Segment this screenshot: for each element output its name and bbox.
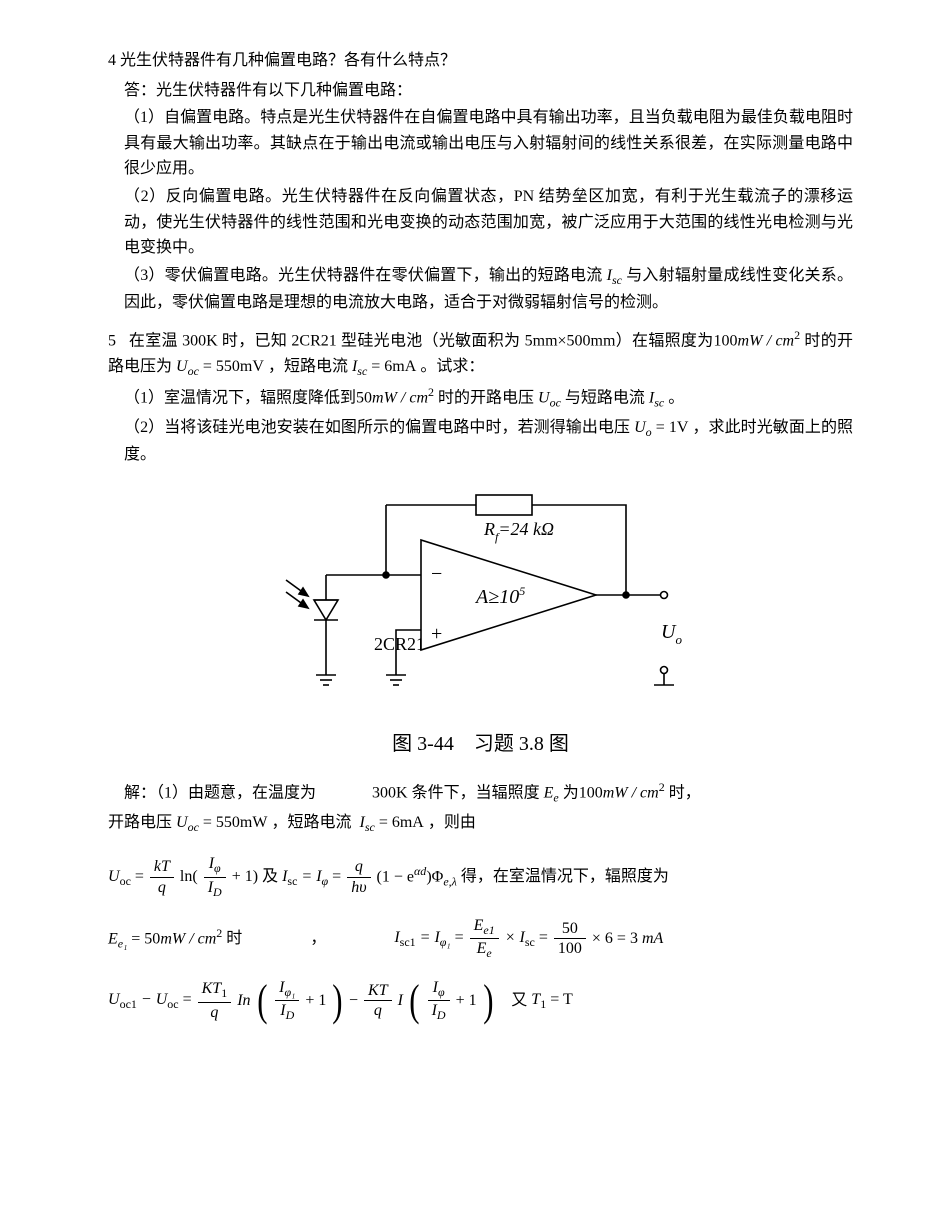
svg-text:2CR21: 2CR21 [374,634,425,654]
sol-eqA: Uoc = kTq ln( IφID + 1) 及 Isc = Iφ = qhυ… [108,855,853,899]
q5-sub1: （1）室温情况下，辐照度降低到50mW / cm2 时的开路电压 Uoc 与短路… [124,383,853,413]
sol-line2: 开路电压 Uoc = 550mW ，短路电流 Isc = 6mA ，则由 [108,810,853,837]
svg-text:Rf=24 kΩ: Rf=24 kΩ [483,519,554,544]
q4-p3: （3）零伏偏置电路。光生伏特器件在零伏偏置下，输出的短路电流 Isc 与入射辐射… [124,263,853,316]
svg-text:Uo: Uo [661,621,682,647]
q4-heading: 4 光生伏特器件有几种偏置电路？各有什么特点？ [108,48,853,74]
question-4: 4 光生伏特器件有几种偏置电路？各有什么特点？ 答：光生伏特器件有以下几种偏置电… [108,48,853,316]
q5-line1: 5 在室温 300K 时，已知 2CR21 型硅光电池（光敏面积为 5mm×50… [108,326,853,381]
question-5: 5 在室温 300K 时，已知 2CR21 型硅光电池（光敏面积为 5mm×50… [108,326,853,468]
figure-caption: 图 3-44 习题 3.8 图 [108,728,853,760]
circuit-svg: Rf=24 kΩ − + A≥105 Uo 2CR21 [266,480,696,710]
q4-p1: （1）自偏置电路。特点是光生伏特器件在自偏置电路中具有输出功率，且当负载电阻为最… [124,105,853,182]
svg-text:A≥105: A≥105 [474,584,525,608]
sol-eqD: Uoc1 − Uoc = KT1q In ( Iφ₁ID + 1 ) − KTq… [108,979,853,1023]
circuit-figure: Rf=24 kΩ − + A≥105 Uo 2CR21 [108,480,853,719]
q4-p2: （2）反向偏置电路。光生伏特器件在反向偏置状态，PN 结势垒区加宽，有利于光生载… [124,184,853,261]
sol-eqC: Ee₁ = 50mW / cm2时 ， Isc1 = Iφ₁ = Ee1Ee ×… [108,917,853,961]
svg-text:−: − [431,563,442,585]
q4-answer-label: 答：光生伏特器件有以下几种偏置电路： [124,78,853,104]
q4-title: 光生伏特器件有几种偏置电路？各有什么特点？ [120,52,456,69]
solution: 解：（1）由题意，在温度为 300K 条件下，当辐照度 Ee 为100mW / … [108,778,853,1023]
q5-sub2: （2）当将该硅光电池安装在如图所示的偏置电路中时，若测得输出电压 Uo = 1V… [124,415,853,468]
q4-number: 4 [108,52,116,69]
svg-text:+: + [431,623,442,645]
sol-line1: 解：（1）由题意，在温度为 300K 条件下，当辐照度 Ee 为100mW / … [124,778,853,808]
